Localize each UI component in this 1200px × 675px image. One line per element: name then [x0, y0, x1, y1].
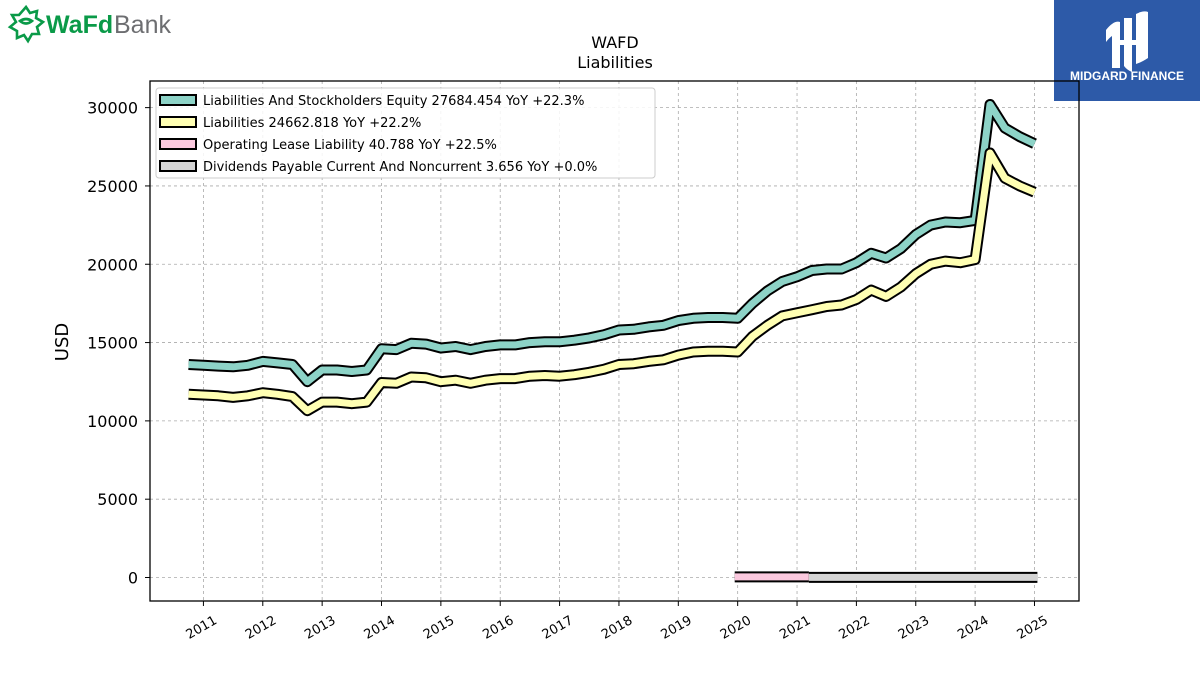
- y-tick-label: 10000: [87, 412, 138, 431]
- midgard-finance-logo: MIDGARD FINANCE: [1054, 0, 1200, 101]
- legend-swatch: [159, 94, 197, 106]
- legend-label: Liabilities And Stockholders Equity 2768…: [203, 94, 584, 109]
- y-tick-label: 20000: [87, 255, 138, 274]
- legend-label: Dividends Payable Current And Noncurrent…: [203, 160, 597, 175]
- x-tick-label: 2014: [362, 613, 398, 643]
- x-tick-label: 2018: [599, 613, 635, 643]
- x-tick-label: 2020: [718, 613, 754, 643]
- logo-text-midgard: MIDGARD FINANCE: [1070, 69, 1184, 83]
- series-lines: [188, 99, 1038, 583]
- legend-swatch: [159, 138, 197, 150]
- legend-swatch: [159, 160, 197, 172]
- midgard-emblem-icon: [1106, 11, 1148, 72]
- x-tick-label: 2019: [658, 613, 694, 643]
- legend-label: Operating Lease Liability 40.788 YoY +22…: [203, 138, 497, 153]
- y-axis-label: USD: [52, 323, 73, 361]
- x-tick-label: 2016: [480, 613, 516, 643]
- y-tick-label: 5000: [97, 490, 138, 509]
- x-tick-label: 2017: [540, 613, 576, 643]
- x-tick-label: 2011: [184, 613, 220, 643]
- x-tick-label: 2024: [955, 613, 991, 643]
- x-tick-label: 2022: [837, 613, 873, 643]
- logo-word-wafd: WaFd: [46, 11, 113, 39]
- x-tick-label: 2025: [1015, 613, 1051, 643]
- legend: Liabilities And Stockholders Equity 2768…: [155, 87, 656, 179]
- legend-label: Liabilities 24662.818 YoY +22.2%: [203, 116, 421, 131]
- series-line-liabilities: [188, 149, 1036, 415]
- legend-swatch: [159, 116, 197, 128]
- logo-word-bank: Bank: [114, 11, 171, 39]
- x-tick-label: 2021: [777, 613, 813, 643]
- y-tick-label: 15000: [87, 334, 138, 353]
- x-tick-label: 2015: [421, 613, 457, 643]
- legend-box: [155, 87, 656, 179]
- wafd-emblem-icon: [7, 4, 46, 44]
- wafd-bank-logo: WaFd Bank: [6, 4, 176, 44]
- chart-subtitle: Liabilities: [577, 53, 653, 72]
- x-tick-label: 2012: [243, 613, 279, 643]
- x-tick-label: 2013: [302, 613, 338, 643]
- y-tick-label: 30000: [87, 99, 138, 118]
- y-tick-label: 25000: [87, 177, 138, 196]
- y-tick-label: 0: [128, 569, 138, 588]
- series-line-liabilities-and-stockholders-equity: [188, 101, 1037, 386]
- plot-frame: [149, 80, 1080, 602]
- x-tick-label: 2023: [896, 613, 932, 643]
- chart-title: WAFD: [591, 33, 638, 52]
